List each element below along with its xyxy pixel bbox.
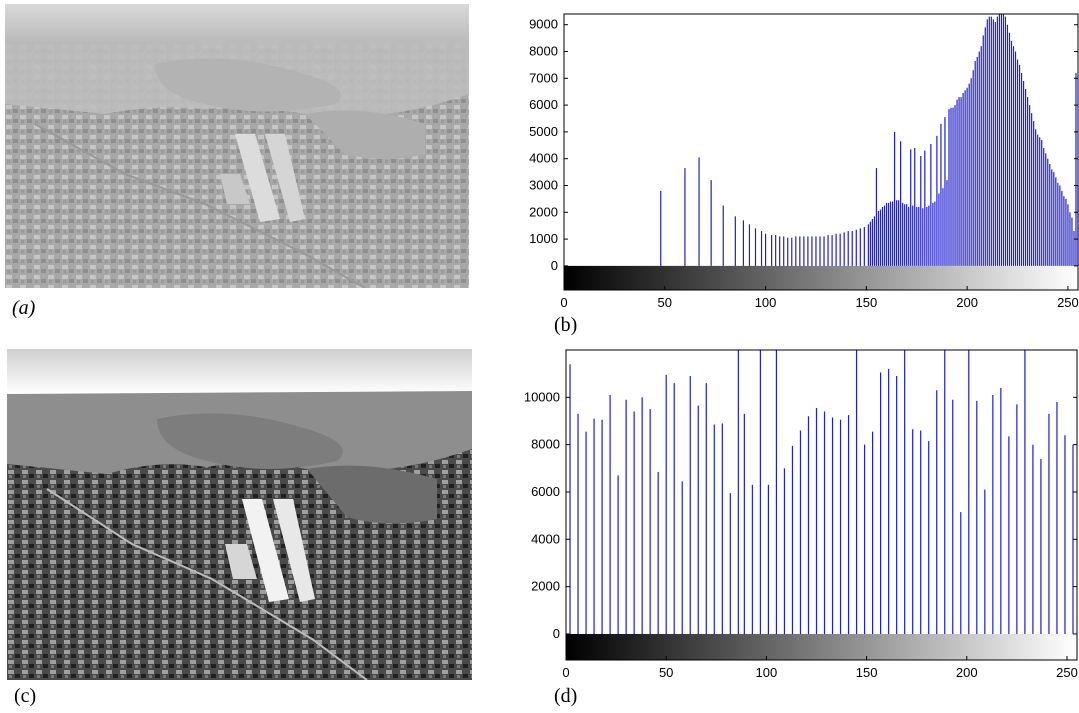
chart-d-xtick-label: 250: [1056, 665, 1078, 680]
chart-d-ytick-label: 4000: [531, 531, 560, 546]
chart-d-xtick-label: 0: [562, 665, 569, 680]
caption-c: (c): [14, 685, 37, 707]
chart-b-ytick-label: 2000: [529, 204, 558, 219]
chart-b-grayscale-colorbar: [564, 265, 1078, 290]
chart-d-ytick-label: 10000: [524, 389, 560, 404]
chart-b-ytick-label: 6000: [529, 97, 558, 112]
chart-b-xtick-label: 200: [956, 295, 978, 310]
chart-d-axes-frame: [565, 349, 1078, 661]
photo-a: [5, 4, 469, 288]
chart-d-ytick-label: 0: [553, 626, 560, 641]
chart-b-xtick-label: 0: [560, 295, 567, 310]
chart-b-ytick-label: 7000: [529, 70, 558, 85]
chart-b-xtick-label: 50: [658, 295, 672, 310]
chart-b-ytick-label: 4000: [529, 151, 558, 166]
chart-d-xtick-label: 150: [856, 665, 878, 680]
chart-b-ytick-label: 3000: [529, 177, 558, 192]
chart-d-ytick-label: 2000: [531, 579, 560, 594]
chart-d-grayscale-colorbar: [566, 633, 1077, 660]
caption-b: (b): [554, 314, 578, 336]
caption-a: (a): [12, 297, 36, 319]
chart-b-ytick-label: 9000: [529, 17, 558, 32]
chart-d-ytick-label: 6000: [531, 484, 560, 499]
chart-b-xtick-label: 250: [1057, 295, 1079, 310]
histogram-chart-d: 0 2000 4000 6000 8000 10000 0 50 100 150 200 250: [516, 342, 1079, 682]
chart-d-xtick-label: 200: [956, 665, 978, 680]
chart-b-xtick-label: 150: [856, 295, 878, 310]
chart-d-xtick-label: 100: [756, 665, 778, 680]
chart-d-ytick-label: 8000: [531, 437, 560, 452]
photo-c: [7, 349, 472, 680]
chart-b-ytick-label: 1000: [529, 231, 558, 246]
histogram-chart-b: 0 1000 2000 3000 4000 5000 6000 7000 8000 9000 0 50…: [516, 0, 1079, 310]
chart-d-xtick-label: 50: [659, 665, 673, 680]
chart-b-ytick-label: 5000: [529, 124, 558, 139]
chart-b-ytick-label: 8000: [529, 44, 558, 59]
chart-b-xtick-label: 100: [755, 295, 777, 310]
chart-b-axes-frame: [563, 13, 1079, 291]
chart-b-ytick-label: 0: [551, 258, 558, 273]
caption-d: (d): [554, 685, 578, 707]
